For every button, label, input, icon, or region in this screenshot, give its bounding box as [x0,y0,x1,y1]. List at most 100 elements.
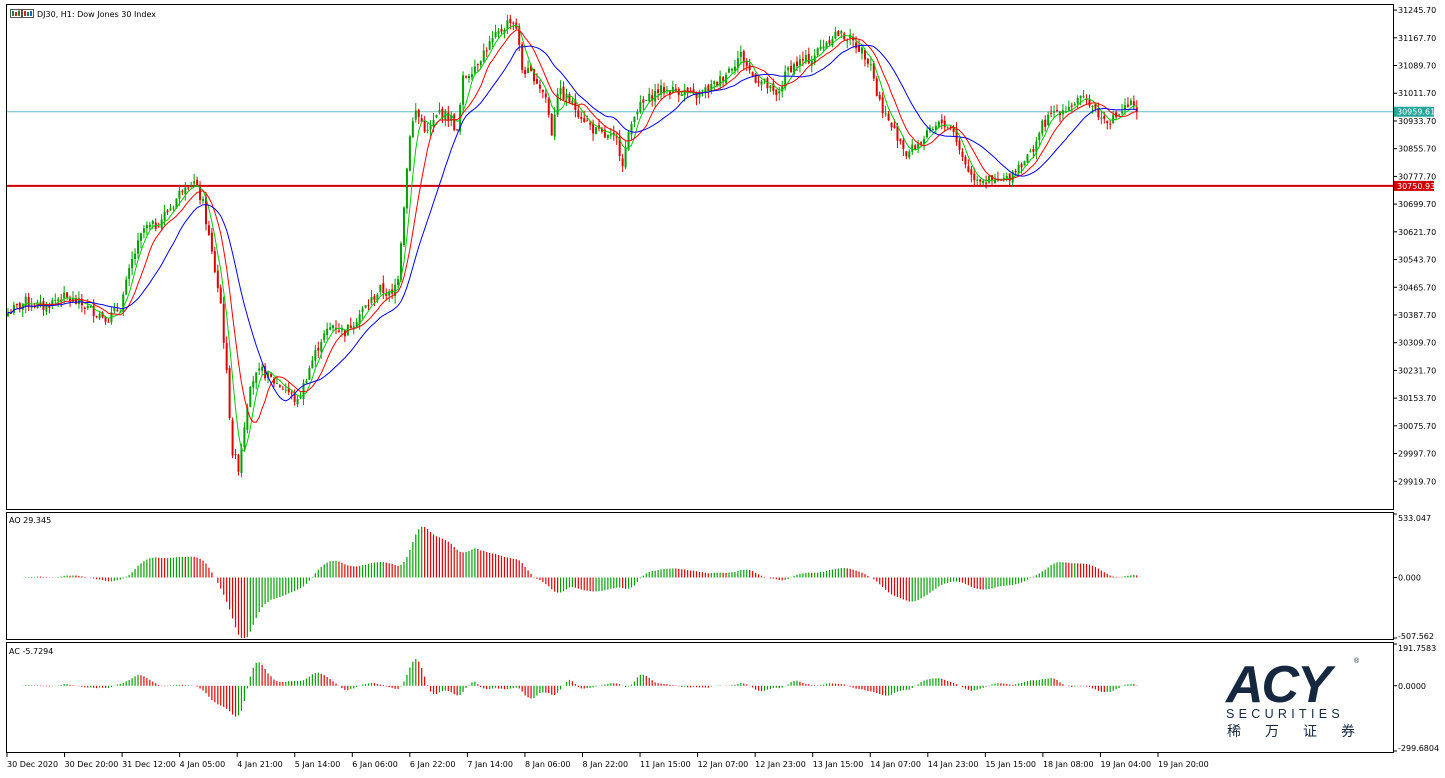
candle [467,73,470,83]
candle [361,306,364,319]
candle [137,232,140,259]
candle [772,78,775,95]
acy-logo: ACY ® SECURITIES 稀 万 证 券 [1224,656,1360,739]
symbol-icon [10,9,34,18]
candle [606,134,609,141]
candle [465,75,468,79]
candle [450,111,453,127]
level-line-tag: 30750.93 [1394,180,1435,191]
candle [926,127,929,139]
candle [905,150,908,160]
logo-cn-4: 券 [1341,723,1355,739]
candle [1097,102,1100,121]
candle [636,109,639,120]
candle [884,105,887,117]
candle [284,383,287,394]
candle [958,138,961,155]
candle [934,121,937,135]
time-tick-label: 8 Jan 06:00 [525,760,571,769]
candle [370,290,373,305]
candle [745,57,748,72]
candle [278,384,281,388]
candle [190,181,193,189]
candle [199,181,202,205]
candle [1002,173,1005,182]
candle [80,293,83,313]
ac-pane[interactable] [6,642,1394,753]
candle [30,298,33,312]
candle [852,33,855,47]
candle [869,57,872,71]
candle [405,167,408,214]
candle [725,72,728,85]
candle [630,121,633,141]
candle [547,96,550,118]
candle [713,80,716,91]
time-tick-label: 7 Jan 14:00 [467,760,513,769]
time-tick-label: 19 Jan 20:00 [1158,760,1209,769]
candle [1079,95,1082,106]
candle [181,189,184,196]
candle [757,76,760,87]
candle [314,344,317,367]
candle [95,315,98,319]
time-tick-label: 15 Jan 15:00 [985,760,1036,769]
candle [674,83,677,92]
candle [444,109,447,127]
candle [559,80,562,102]
moving-average-line [7,24,1137,453]
price-tick-label: 29919.70 [1398,477,1436,486]
candle [878,91,881,102]
candle [184,181,187,201]
candle [447,105,450,128]
candle [654,83,657,108]
indicator-tick-label: 0.0000 [1398,682,1426,691]
candle [187,185,190,191]
candle [1044,115,1047,132]
candle [400,241,403,282]
candle [837,30,840,37]
candle [491,30,494,48]
svg-text:30959.61: 30959.61 [1397,108,1435,117]
candle [411,117,414,138]
candle [940,114,943,130]
candle [125,276,128,296]
candle [890,122,893,131]
candle [663,82,666,98]
candle [228,365,231,421]
candle [494,24,497,39]
candle [577,106,580,119]
indicator-tick-label: 0.000 [1398,574,1421,583]
chart-header: DJ30, H1: Dow Jones 30 Index [37,10,156,19]
candle [834,26,837,40]
candle [15,303,18,308]
candle [1008,173,1011,188]
candle [299,391,302,400]
candle [1032,145,1035,158]
time-tick-label: 30 Dec 20:00 [65,760,119,769]
ao-label: AO 29.345 [9,516,51,525]
candle [142,225,145,239]
candle [730,67,733,74]
candle [237,453,240,476]
time-tick-label: 5 Jan 14:00 [295,760,341,769]
candle [172,205,175,212]
candle [982,179,985,186]
candle [488,35,491,51]
candle [107,318,110,323]
candle [255,372,258,390]
time-tick-label: 14 Jan 23:00 [928,760,979,769]
price-tick-label: 30855.70 [1398,145,1436,154]
candle [1132,95,1135,110]
price-tick-label: 31011.70 [1398,89,1436,98]
candle [1041,119,1044,137]
candle [1100,111,1103,125]
candle [595,126,598,135]
candle [565,88,568,106]
candle [657,83,660,101]
price-tick-label: 30387.70 [1398,311,1436,320]
candle [243,422,246,452]
price-tick-label: 29997.70 [1398,450,1436,459]
candle [1056,104,1059,113]
